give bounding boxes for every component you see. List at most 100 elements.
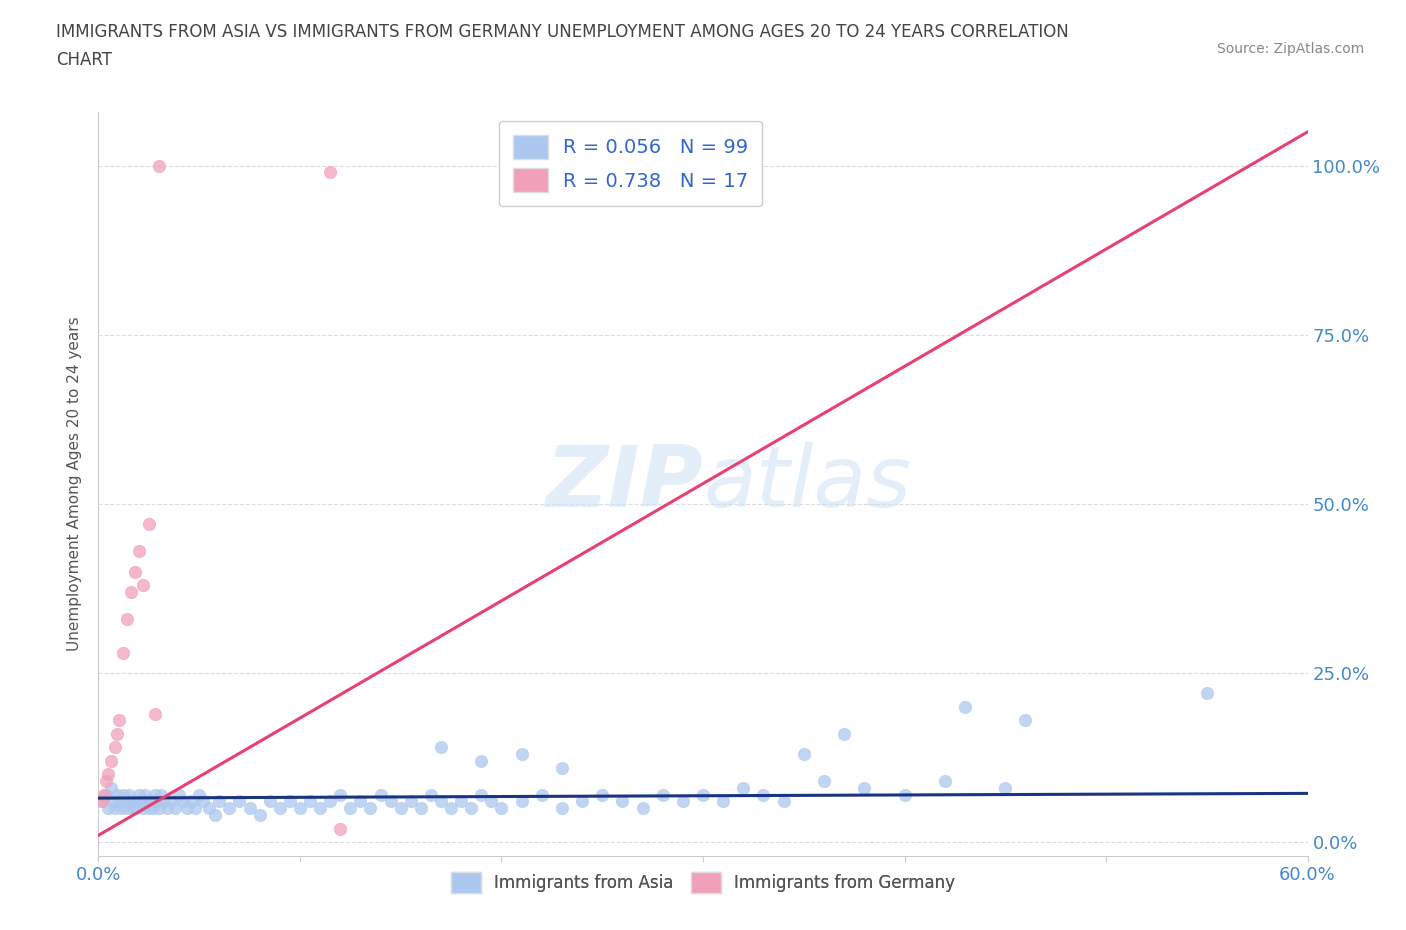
Point [110,801,132,816]
Point [470,788,492,803]
Text: IMMIGRANTS FROM ASIA VS IMMIGRANTS FROM GERMANY UNEMPLOYMENT AMONG AGES 20 TO 24: IMMIGRANTS FROM ASIA VS IMMIGRANTS FROM … [56,23,1069,41]
Point [208,794,231,809]
Point [97,801,120,816]
Point [893,788,915,803]
Point [103,740,125,755]
Point [138,801,160,816]
Point [853,780,876,795]
Point [100,753,122,768]
Point [115,611,138,626]
Point [319,165,342,179]
Point [124,565,146,579]
Point [481,794,503,809]
Point [132,801,155,816]
Point [672,794,695,809]
Point [128,788,150,803]
Point [239,801,262,816]
Point [591,788,613,803]
Point [1195,685,1218,700]
Point [299,794,322,809]
Point [278,794,301,809]
Point [193,794,215,809]
Point [329,788,352,803]
Point [124,794,146,809]
Point [832,726,855,741]
Point [793,747,815,762]
Point [228,794,250,809]
Point [1014,713,1036,728]
Point [142,801,165,816]
Point [612,794,634,809]
Point [114,794,136,809]
Point [107,713,129,728]
Point [551,801,574,816]
Text: Source: ZipAtlas.com: Source: ZipAtlas.com [1216,42,1364,56]
Point [339,801,361,816]
Point [349,794,371,809]
Point [97,767,120,782]
Point [420,788,443,803]
Point [120,584,142,599]
Point [91,794,114,809]
Point [91,794,114,809]
Point [460,801,482,816]
Point [249,807,271,822]
Point [100,780,122,795]
Point [399,794,422,809]
Point [188,788,211,803]
Point [470,753,492,768]
Point [172,794,194,809]
Point [510,794,533,809]
Point [319,794,342,809]
Point [148,801,170,816]
Point [491,801,513,816]
Y-axis label: Unemployment Among Ages 20 to 24 years: Unemployment Among Ages 20 to 24 years [67,316,83,651]
Point [309,801,332,816]
Point [288,801,311,816]
Point [93,788,115,803]
Point [450,794,472,809]
Point [107,794,129,809]
Point [163,801,186,816]
Point [430,740,453,755]
Point [146,794,169,809]
Point [118,788,141,803]
Point [143,706,166,721]
Point [134,788,156,803]
Point [129,794,152,809]
Point [105,788,128,803]
Point [953,699,976,714]
Point [752,788,775,803]
Point [139,794,162,809]
Point [105,726,128,741]
Point [430,794,453,809]
Point [711,794,734,809]
Point [530,788,553,803]
Point [440,801,463,816]
Point [184,801,207,816]
Point [994,780,1017,795]
Point [772,794,794,809]
Point [132,578,155,592]
Point [692,788,714,803]
Point [651,788,673,803]
Point [120,794,142,809]
Point [204,807,226,822]
Text: ZIP: ZIP [546,442,703,525]
Point [138,517,160,532]
Point [156,801,179,816]
Legend: Immigrants from Asia, Immigrants from Germany: Immigrants from Asia, Immigrants from Ge… [444,866,962,899]
Point [176,801,198,816]
Point [167,788,190,803]
Point [551,760,574,775]
Point [631,801,654,816]
Point [329,821,352,836]
Point [198,801,221,816]
Point [733,780,755,795]
Point [111,645,134,660]
Point [115,801,138,816]
Point [148,158,170,173]
Point [160,794,183,809]
Point [135,794,157,809]
Point [510,747,533,762]
